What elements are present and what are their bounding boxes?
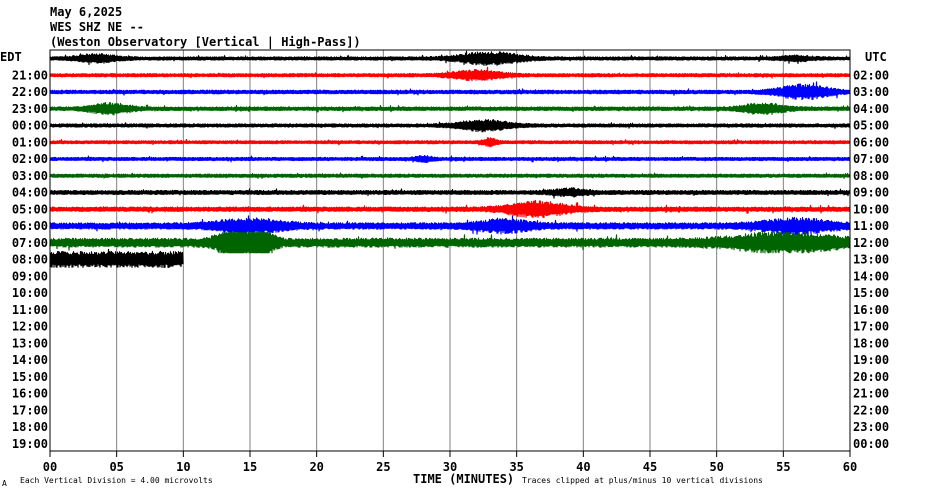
utc-row-label: 10:00 <box>853 202 889 216</box>
axis-labels: 00 05 10 15 20 25 30 35 40 45 50 55 60 21:00 02:00 22:0… <box>12 68 889 474</box>
edt-row-label: 05:00 <box>12 202 48 216</box>
edt-row-label: 08:00 <box>12 253 48 267</box>
edt-row-label: 09:00 <box>12 269 48 283</box>
edt-row-label: 15:00 <box>12 370 48 384</box>
seismic-trace-row-3 <box>49 81 851 101</box>
x-tick-label: 30 <box>443 460 457 474</box>
edt-row-label: 10:00 <box>12 286 48 300</box>
scale-footnote: Each Vertical Division = 4.00 microvolts <box>20 476 213 485</box>
edt-row-label: 14:00 <box>12 353 48 367</box>
seismic-trace-row-12 <box>49 232 851 254</box>
seismic-trace-row-5 <box>49 119 851 133</box>
utc-row-label: 15:00 <box>853 286 889 300</box>
utc-row-label: 09:00 <box>853 186 889 200</box>
edt-row-label: 18:00 <box>12 420 48 434</box>
utc-row-label: 12:00 <box>853 236 889 250</box>
x-tick-label: 60 <box>843 460 857 474</box>
seismic-trace-row-4 <box>49 102 851 116</box>
edt-axis-label: EDT <box>0 50 22 64</box>
corner-mark: A <box>2 479 7 488</box>
utc-row-label: 05:00 <box>853 119 889 133</box>
header-station: WES SHZ NE -- <box>50 20 144 34</box>
utc-row-label: 23:00 <box>853 420 889 434</box>
edt-row-label: 07:00 <box>12 236 48 250</box>
edt-row-label: 13:00 <box>12 336 48 350</box>
edt-row-label: 01:00 <box>12 135 48 149</box>
edt-row-label: 02:00 <box>12 152 48 166</box>
utc-row-label: 22:00 <box>853 403 889 417</box>
utc-row-label: 04:00 <box>853 102 889 116</box>
seismic-trace-row-10 <box>49 199 851 219</box>
utc-row-label: 06:00 <box>853 135 889 149</box>
seismic-traces <box>49 50 851 269</box>
utc-row-label: 20:00 <box>853 370 889 384</box>
utc-row-label: 07:00 <box>853 152 889 166</box>
x-tick-label: 05 <box>109 460 123 474</box>
edt-row-label: 22:00 <box>12 85 48 99</box>
seismic-trace-row-13 <box>49 248 184 269</box>
x-tick-label: 20 <box>309 460 323 474</box>
seismic-trace-row-9 <box>49 187 851 199</box>
edt-row-label: 23:00 <box>12 102 48 116</box>
utc-row-label: 17:00 <box>853 320 889 334</box>
x-axis-title: TIME (MINUTES) <box>413 472 514 486</box>
edt-row-label: 19:00 <box>12 437 48 451</box>
x-tick-label: 00 <box>43 460 57 474</box>
utc-row-label: 19:00 <box>853 353 889 367</box>
seismic-trace-row-6 <box>49 137 851 148</box>
utc-row-label: 02:00 <box>853 68 889 82</box>
x-tick-label: 35 <box>509 460 523 474</box>
seismic-trace-row-8 <box>49 172 851 179</box>
utc-row-label: 08:00 <box>853 169 889 183</box>
seismic-trace-row-2 <box>49 66 851 82</box>
utc-row-label: 00:00 <box>853 437 889 451</box>
x-tick-label: 15 <box>243 460 257 474</box>
plot-frame <box>49 49 851 452</box>
x-tick-label: 50 <box>709 460 723 474</box>
edt-row-label: 00:00 <box>12 119 48 133</box>
x-tick-label: 40 <box>576 460 590 474</box>
edt-row-label: 11:00 <box>12 303 48 317</box>
edt-row-label: 16:00 <box>12 387 48 401</box>
edt-row-label: 03:00 <box>12 169 48 183</box>
edt-row-label: 21:00 <box>12 68 48 82</box>
utc-row-label: 14:00 <box>853 269 889 283</box>
utc-row-label: 21:00 <box>853 387 889 401</box>
edt-row-label: 04:00 <box>12 186 48 200</box>
x-tick-label: 45 <box>643 460 657 474</box>
header-observatory: (Weston Observatory [Vertical | High-Pas… <box>50 35 361 49</box>
x-tick-label: 10 <box>176 460 190 474</box>
seismic-trace-row-1 <box>49 50 851 66</box>
utc-row-label: 11:00 <box>853 219 889 233</box>
seismic-trace-row-7 <box>49 154 851 164</box>
utc-axis-label: UTC <box>865 50 887 64</box>
utc-row-label: 16:00 <box>853 303 889 317</box>
utc-row-label: 03:00 <box>853 85 889 99</box>
header-date: May 6,2025 <box>50 5 122 19</box>
utc-row-label: 13:00 <box>853 253 889 267</box>
clip-footnote: Traces clipped at plus/minus 10 vertical… <box>522 476 763 485</box>
seismic-trace-row-11 <box>49 215 851 237</box>
utc-row-label: 18:00 <box>853 336 889 350</box>
x-tick-label: 25 <box>376 460 390 474</box>
edt-row-label: 12:00 <box>12 320 48 334</box>
edt-row-label: 06:00 <box>12 219 48 233</box>
x-tick-label: 55 <box>776 460 790 474</box>
edt-row-label: 17:00 <box>12 403 48 417</box>
